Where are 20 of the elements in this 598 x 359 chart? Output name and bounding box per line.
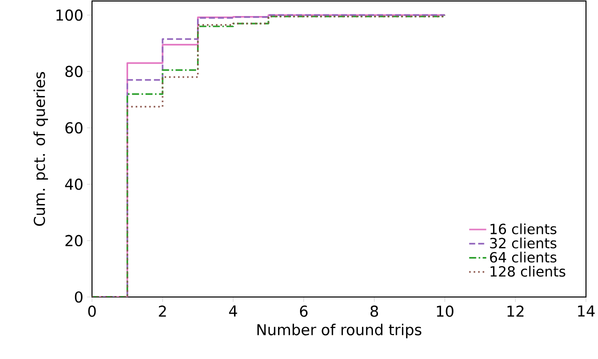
legend-label: 128 clients [490,266,566,277]
y-tick-label: 100 [56,9,82,21]
x-tick-label: 0 [88,306,96,317]
x-tick-label: 2 [158,306,166,317]
x-tick-label: 12 [508,306,524,317]
y-tick-label: 60 [65,122,82,134]
y-tick-label: 80 [65,66,82,78]
x-tick-label: 4 [229,306,238,316]
legend-label: 16 clients [490,223,556,234]
legend-label: 32 clients [490,238,556,248]
x-tick-label: 10 [436,306,454,317]
y-tick-label: 0 [74,291,82,303]
y-tick-label: 20 [65,234,82,246]
legend-label: 64 clients [490,252,556,263]
x-tick-label: 14 [578,306,595,316]
x-axis-title: Number of round trips [257,324,422,338]
y-tick-label: 40 [65,178,82,190]
y-axis-title: Cum. pct. of queries [33,72,48,226]
x-tick-label: 8 [370,306,378,317]
x-tick-label: 6 [300,306,308,317]
